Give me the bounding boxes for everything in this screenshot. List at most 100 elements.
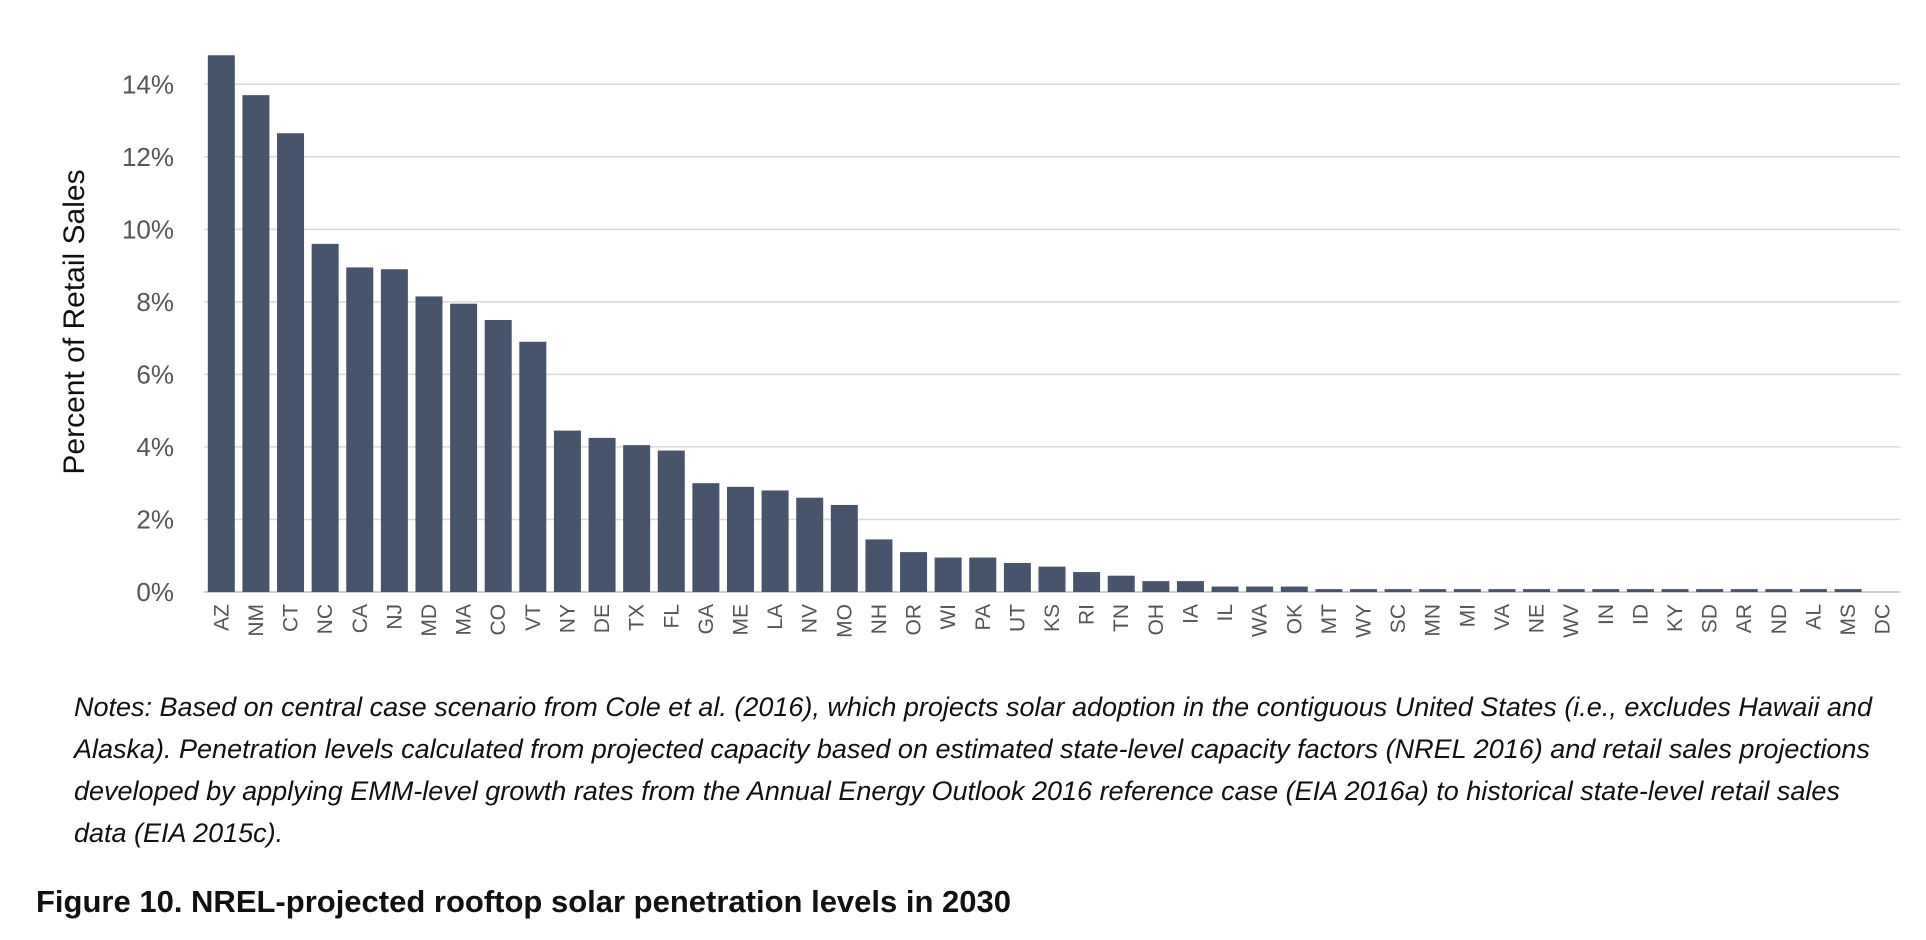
x-tick-label: OR xyxy=(903,604,926,636)
bar xyxy=(1419,589,1447,592)
bar xyxy=(1107,575,1135,592)
bar xyxy=(830,504,858,592)
bar xyxy=(1453,589,1481,592)
x-tick-label: TX xyxy=(626,604,649,631)
x-tick-label: KY xyxy=(1664,604,1687,632)
bar xyxy=(692,483,720,592)
bar xyxy=(484,320,512,592)
bar xyxy=(1834,589,1862,592)
x-tick-label: AL xyxy=(1802,604,1825,630)
x-tick-label: NE xyxy=(1526,604,1549,633)
chart-notes: Notes: Based on central case scenario fr… xyxy=(74,692,1872,848)
y-axis-label: Percent of Retail Sales xyxy=(58,169,91,474)
bar xyxy=(553,430,581,592)
x-tick-label: ID xyxy=(1629,604,1652,625)
bar xyxy=(1003,562,1031,592)
bar xyxy=(934,557,962,592)
bar xyxy=(207,55,235,592)
bar-chart: 0% 2% 4% 6% 8% 10% 12% 14% AZ NM CT NC CA NJ MD MA CO VT… xyxy=(58,55,1900,638)
x-tick-label: TN xyxy=(1110,604,1133,632)
chart-svg: 0% 2% 4% 6% 8% 10% 12% 14% AZ NM CT NC CA NJ MD MA CO VT… xyxy=(58,55,1900,638)
bar xyxy=(1592,589,1620,592)
x-tick-label: RI xyxy=(1076,604,1099,625)
bar xyxy=(1280,586,1308,592)
x-tick-label: KS xyxy=(1041,604,1064,632)
x-tick-label: WA xyxy=(1249,604,1272,637)
x-axis-categories: AZ NM CT NC CA NJ MD MA CO VT NY DE TX FL GA ME LA NV MO NH… xyxy=(210,604,1894,638)
bar xyxy=(242,95,270,592)
x-tick-label: PA xyxy=(972,604,995,630)
bar xyxy=(1038,566,1066,592)
bar xyxy=(1765,589,1793,592)
bar xyxy=(1730,589,1758,592)
x-tick-label: MN xyxy=(1422,604,1445,637)
x-tick-label: FL xyxy=(660,604,683,629)
x-tick-label: MI xyxy=(1456,604,1479,627)
y-tick-label: 10% xyxy=(122,214,174,244)
x-tick-label: NY xyxy=(556,604,579,633)
bar xyxy=(1315,589,1343,592)
x-tick-label: MA xyxy=(453,604,476,636)
x-tick-label: AR xyxy=(1733,604,1756,633)
x-tick-label: CA xyxy=(349,604,372,633)
y-tick-label: 0% xyxy=(136,577,174,607)
bar xyxy=(657,450,685,592)
bar xyxy=(1350,589,1378,592)
bar xyxy=(588,437,616,592)
x-tick-label: MT xyxy=(1318,604,1341,634)
x-tick-label: SC xyxy=(1387,604,1410,633)
x-tick-label: AZ xyxy=(210,604,233,631)
bar xyxy=(1384,589,1412,592)
x-tick-label: IN xyxy=(1595,604,1618,625)
bar xyxy=(380,269,408,592)
bar xyxy=(1799,589,1827,592)
figure-caption: Figure 10. NREL-projected rooftop solar … xyxy=(36,884,1012,919)
bars xyxy=(207,55,1862,592)
x-tick-label: NJ xyxy=(383,604,406,630)
bar xyxy=(900,552,928,592)
y-tick-label: 4% xyxy=(136,432,174,462)
y-axis-ticks: 0% 2% 4% 6% 8% 10% 12% 14% xyxy=(122,69,174,607)
bar xyxy=(1661,589,1689,592)
x-tick-label: IA xyxy=(1179,604,1202,624)
bar xyxy=(623,445,651,592)
x-tick-label: SD xyxy=(1699,604,1722,633)
bar xyxy=(1142,581,1170,592)
bar xyxy=(1696,589,1724,592)
x-tick-label: IL xyxy=(1214,604,1237,622)
x-tick-label: MO xyxy=(833,604,856,638)
y-tick-label: 6% xyxy=(136,359,174,389)
x-tick-label: NC xyxy=(314,604,337,634)
bar xyxy=(1073,572,1101,592)
bar xyxy=(415,296,443,592)
bar xyxy=(519,341,547,592)
y-tick-label: 12% xyxy=(122,142,174,172)
x-tick-label: LA xyxy=(764,604,787,630)
bar xyxy=(1488,589,1516,592)
bar xyxy=(726,486,754,592)
y-tick-label: 2% xyxy=(136,504,174,534)
bar xyxy=(969,557,997,592)
x-tick-label: WV xyxy=(1560,604,1583,638)
bar xyxy=(865,539,893,592)
x-tick-label: VA xyxy=(1491,604,1514,630)
y-tick-label: 14% xyxy=(122,69,174,99)
bar xyxy=(1246,586,1274,592)
bar xyxy=(277,133,305,592)
x-tick-label: NV xyxy=(799,604,822,633)
x-tick-label: MD xyxy=(418,604,441,637)
bar xyxy=(796,497,824,592)
x-tick-label: DE xyxy=(591,604,614,633)
bar xyxy=(761,490,789,592)
bar xyxy=(311,243,339,592)
x-tick-label: OK xyxy=(1283,604,1306,634)
x-tick-label: CT xyxy=(280,604,303,632)
x-tick-label: ND xyxy=(1768,604,1791,634)
x-tick-label: GA xyxy=(695,604,718,634)
x-tick-label: WI xyxy=(937,604,960,630)
x-tick-label: MS xyxy=(1837,604,1860,636)
x-tick-label: NH xyxy=(868,604,891,634)
bar xyxy=(1557,589,1585,592)
bar xyxy=(1176,581,1204,592)
x-tick-label: DC xyxy=(1872,604,1895,634)
